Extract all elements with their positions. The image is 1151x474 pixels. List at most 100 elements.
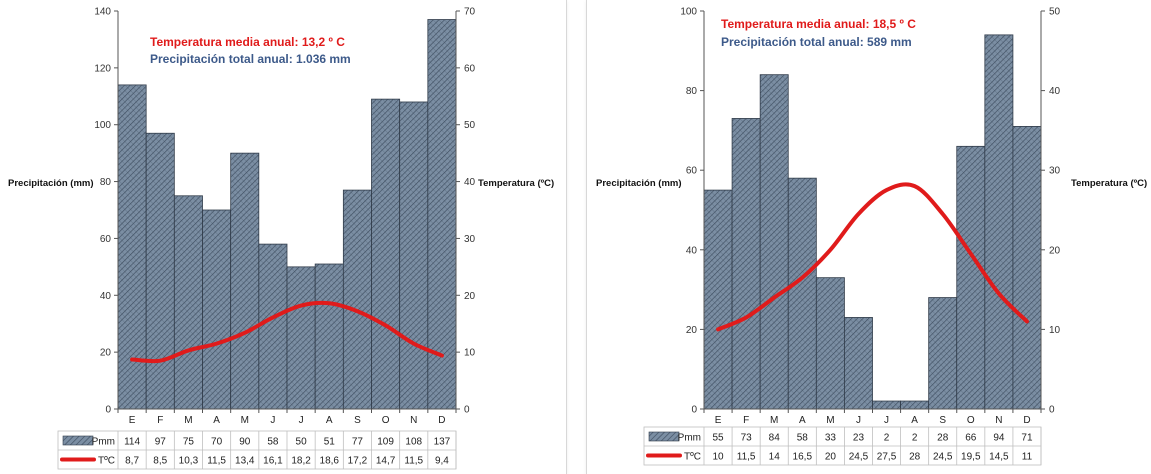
table-cell-temp: 14 (769, 452, 781, 463)
right-tick-label: 0 (1049, 405, 1055, 416)
precip-bar-crosshatch (427, 19, 456, 410)
table-cell-temp: 11,5 (404, 456, 423, 467)
left-tick-label: 100 (94, 120, 111, 131)
table-cell-precip: 58 (797, 433, 809, 444)
table-cell-temp: 11 (1022, 452, 1033, 463)
legend-swatch-precip (62, 435, 94, 446)
table-cell-precip: 109 (377, 437, 394, 448)
precip-bar-crosshatch (230, 153, 259, 409)
category-label: N (410, 415, 417, 426)
legend-label-temp: TºC (98, 456, 115, 467)
right-tick-label: 0 (464, 405, 470, 416)
category-label: F (157, 415, 163, 426)
right-tick-label: 40 (464, 177, 476, 188)
table-cell-temp: 14,7 (376, 456, 396, 467)
table-cell-temp: 8,7 (125, 456, 139, 467)
left-tick-label: 80 (686, 86, 698, 97)
precip-bar-crosshatch (118, 84, 147, 410)
table-cell-precip: 51 (324, 437, 336, 448)
annual-mean-temperature: Temperatura media anual: 13,2 º C (150, 35, 345, 49)
category-label: A (911, 415, 918, 426)
table-cell-precip: 137 (434, 437, 451, 448)
table-cell-precip: 108 (405, 437, 422, 448)
precip-bar-crosshatch (760, 74, 789, 410)
table-cell-temp: 24,5 (849, 452, 869, 463)
left-tick-label: 40 (100, 291, 112, 302)
climate-chart-1: 0 20 40 60 80 100 120 140 0 10 20 30 40 50 60 70 E F M A M J J… (0, 0, 566, 474)
table-cell-precip: 97 (155, 437, 167, 448)
precip-bar-crosshatch (816, 277, 845, 409)
table-cell-precip: 2 (912, 433, 918, 444)
precip-bar-crosshatch (258, 244, 287, 409)
precip-bar-crosshatch (844, 317, 873, 409)
category-label: M (184, 415, 192, 426)
right-tick-label: 20 (1049, 245, 1061, 256)
precip-bar-crosshatch (174, 195, 203, 409)
category-label: A (213, 415, 220, 426)
table-cell-precip: 23 (853, 433, 865, 444)
climate-chart-2: 0 20 40 60 80 100 0 10 20 30 40 50 E F M A M J J A S O N D Preci… (587, 0, 1151, 474)
right-tick-label: 10 (464, 348, 476, 359)
table-cell-precip: 71 (1021, 433, 1033, 444)
category-label: J (270, 415, 275, 426)
left-tick-label: 140 (94, 7, 111, 18)
category-label: S (354, 415, 361, 426)
table-cell-precip: 33 (825, 433, 837, 444)
precipitation-bars (117, 19, 457, 410)
table-cell-precip: 70 (211, 437, 223, 448)
right-tick-label: 70 (464, 7, 476, 18)
left-tick-label: 0 (691, 405, 697, 416)
climate-chart-1-svg: 0 20 40 60 80 100 120 140 0 10 20 30 40 50 60 70 E F M A M J J… (8, 7, 554, 470)
table-cell-precip: 77 (352, 437, 364, 448)
category-label: E (715, 415, 722, 426)
category-label: D (438, 415, 445, 426)
table-cell-temp: 9,4 (435, 456, 449, 467)
precip-bar-crosshatch (704, 190, 733, 409)
left-tick-label: 120 (94, 63, 111, 74)
category-label: M (770, 415, 778, 426)
table-cell-temp: 19,5 (961, 452, 981, 463)
left-axis-title: Precipitación (mm) (596, 178, 682, 189)
table-cell-precip: 114 (124, 437, 140, 448)
category-label: A (326, 415, 333, 426)
table-cell-temp: 14,5 (989, 452, 1009, 463)
table-cell-precip: 28 (937, 433, 949, 444)
precip-bar-crosshatch (146, 133, 175, 409)
left-tick-label: 40 (686, 245, 698, 256)
category-label: M (826, 415, 834, 426)
left-tick-label: 60 (100, 234, 112, 245)
category-label: J (884, 415, 889, 426)
table-cell-precip: 75 (183, 437, 195, 448)
table-cell-temp: 11,5 (207, 456, 226, 467)
left-tick-label: 60 (686, 166, 698, 177)
right-tick-label: 60 (464, 63, 476, 74)
category-label: F (743, 415, 749, 426)
legend-label-temp: TºC (684, 452, 701, 463)
table-cell-temp: 8,5 (153, 456, 167, 467)
legend-label-precip: Pmm (678, 433, 701, 444)
category-label: O (967, 415, 975, 426)
right-tick-label: 10 (1049, 325, 1061, 336)
table-cell-precip: 84 (769, 433, 781, 444)
precip-bar-crosshatch (287, 266, 316, 409)
precip-bar-crosshatch (984, 34, 1013, 409)
category-label: J (299, 415, 304, 426)
left-tick-label: 20 (686, 325, 698, 336)
precip-bar-crosshatch (1012, 126, 1041, 410)
temperature-line (130, 300, 444, 364)
category-label: S (939, 415, 946, 426)
right-tick-label: 20 (464, 291, 476, 302)
legend-label-precip: Pmm (92, 437, 115, 448)
table-cell-temp: 11,5 (737, 452, 756, 463)
right-tick-label: 40 (1049, 86, 1061, 97)
data-table (57, 430, 457, 470)
table-cell-temp: 16,5 (793, 452, 813, 463)
annual-total-precipitation: Precipitación total anual: 589 mm (721, 35, 912, 49)
precip-bar-crosshatch (315, 264, 344, 409)
table-cell-temp: 24,5 (933, 452, 953, 463)
right-tick-label: 30 (1049, 166, 1061, 177)
table-cell-temp: 18,2 (291, 456, 311, 467)
table-cell-precip: 50 (296, 437, 308, 448)
table-cell-temp: 27,5 (877, 452, 897, 463)
category-label: J (856, 415, 861, 426)
